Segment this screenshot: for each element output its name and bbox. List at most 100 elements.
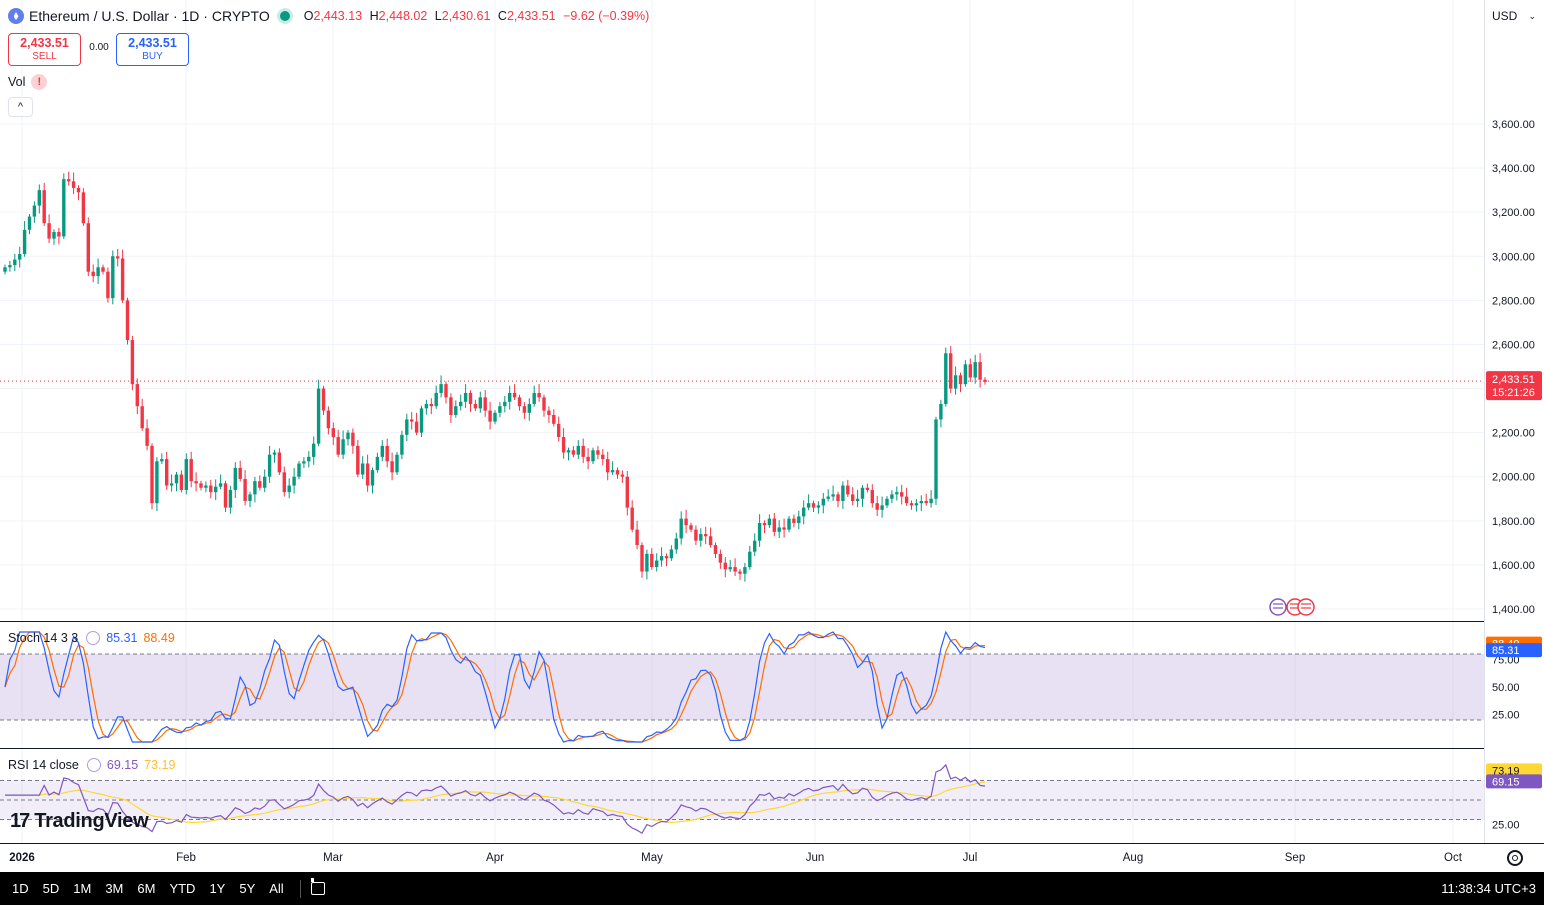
timeframe-1y[interactable]: 1Y [209,881,226,896]
candle-body [949,353,953,389]
clock[interactable]: 11:38:34 UTC+3 [1441,881,1536,896]
candle-body [32,205,37,217]
ethereum-icon [8,8,24,24]
candle-body [944,353,948,404]
candle-body [841,485,845,501]
time-tick-label: Mar [323,852,343,864]
symbol-header[interactable]: Ethereum / U.S. Dollar · 1D · CRYPTO O2,… [8,6,653,26]
buy-label: BUY [142,51,163,62]
candle-body [120,258,125,301]
candle-body [708,536,713,546]
timeframe-all[interactable]: All [269,881,284,896]
price-tick-label: 2,600.00 [1492,339,1535,351]
candle-body [787,518,791,530]
candle-body [302,461,306,464]
symbol-name[interactable]: Ethereum / U.S. Dollar [29,8,170,24]
price-tick-label: 1,600.00 [1492,560,1535,572]
market-status-icon[interactable] [279,11,290,21]
close-value: 2,433.51 [506,9,556,23]
candle-body [150,445,154,504]
indicator-settings-icon[interactable] [86,758,101,772]
chart-canvas[interactable]: 1,400.00 1,600.00 1,800.00 2,000.00 2,200.00… [0,0,1544,872]
ohlc-values: O2,443.13 H2,448.02 L2,430.61 C2,433.51 … [303,9,650,23]
candle-body [307,456,311,462]
rsi-tag-value: 69.15 [1492,776,1520,788]
candle-body [459,401,463,407]
candle-body [542,397,546,411]
candle-body [37,190,41,206]
candle-body [983,379,987,382]
interval-label[interactable]: 1D [181,8,200,24]
timeframe-1m[interactable]: 1M [73,881,92,896]
candle-body [218,483,223,487]
candle-body [880,505,884,510]
candle-body [586,456,590,462]
time-axis[interactable]: 2026 Feb Mar Apr May Jun Jul Aug Sep Oct [0,843,1544,865]
candle-body [18,254,22,260]
candle-body [228,489,233,508]
rsi-ma-value: 73.19 [144,758,176,772]
timeframe-ytd[interactable]: YTD [169,881,196,896]
gear-icon[interactable] [1507,850,1523,866]
candle-body [449,397,453,415]
candle-body [47,223,51,239]
buy-button[interactable]: 2,433.51 BUY [116,33,189,66]
candle-body [483,397,487,411]
collapse-legend-button[interactable]: ^ [8,97,33,117]
candle-body [351,432,355,446]
candle-body [699,534,703,541]
timeframe-5d[interactable]: 5D [42,881,60,896]
rsi-ma-tag [1486,763,1542,778]
stoch-legend[interactable]: Stoch 14 3 3 85.31 88.49 [8,631,175,645]
price-tick-label: 2,000.00 [1492,472,1535,484]
volume-legend[interactable]: Vol ! [8,74,48,90]
candle-body [400,434,404,455]
candle-body [659,556,664,561]
candle-body [713,545,718,554]
candle-body [429,403,433,407]
indicator-settings-icon[interactable] [86,631,101,645]
candle-body [174,474,179,484]
price-tag [1486,371,1542,401]
event-flags[interactable] [1269,598,1315,616]
candle-body [493,412,497,422]
candle-body [223,483,228,508]
candle-body [473,403,478,409]
rsi-legend[interactable]: RSI 14 close 69.15 73.19 [8,758,175,772]
candle-body [194,481,198,484]
candle-body [743,567,747,574]
candle-body [341,439,345,455]
sell-button[interactable]: 2,433.51 SELL [8,33,81,66]
price-tick-label: 2,800.00 [1492,295,1535,307]
sell-label: SELL [32,51,57,62]
candle-body [694,529,698,541]
candle-body [414,421,419,433]
candle-body [238,467,242,479]
timeframe-3m[interactable]: 3M [105,881,124,896]
warning-icon[interactable]: ! [31,74,48,90]
candle-body [606,459,610,473]
toolbar-divider [299,879,301,898]
timeframe-6m[interactable]: 6M [137,881,156,896]
candle-body [356,445,360,475]
candle-body [929,498,933,504]
candle-body [326,410,331,429]
tradingview-logo[interactable]: 17 TradingView [10,810,149,833]
candle-body [865,487,870,490]
time-tick-label: Aug [1123,852,1143,864]
sell-price: 2,433.51 [20,36,69,50]
candle-body [346,432,350,440]
candle-body [870,489,874,504]
timeframe-1d[interactable]: 1D [12,881,29,896]
brand-name: TradingView [34,810,149,832]
candle-body [508,392,512,402]
timeframe-5y[interactable]: 5Y [239,881,256,896]
candle-body [552,415,556,424]
price-axis[interactable]: 1,400.00 1,600.00 1,800.00 2,000.00 2,200.00… [1484,0,1535,843]
currency-select[interactable]: USD ⌄ [1488,6,1540,26]
candle-body [576,445,580,455]
change-value: −9.62 (−0.39%) [563,9,650,23]
candle-body [704,534,708,537]
calendar-icon[interactable] [310,878,325,895]
time-tick-label: Jul [963,852,978,864]
